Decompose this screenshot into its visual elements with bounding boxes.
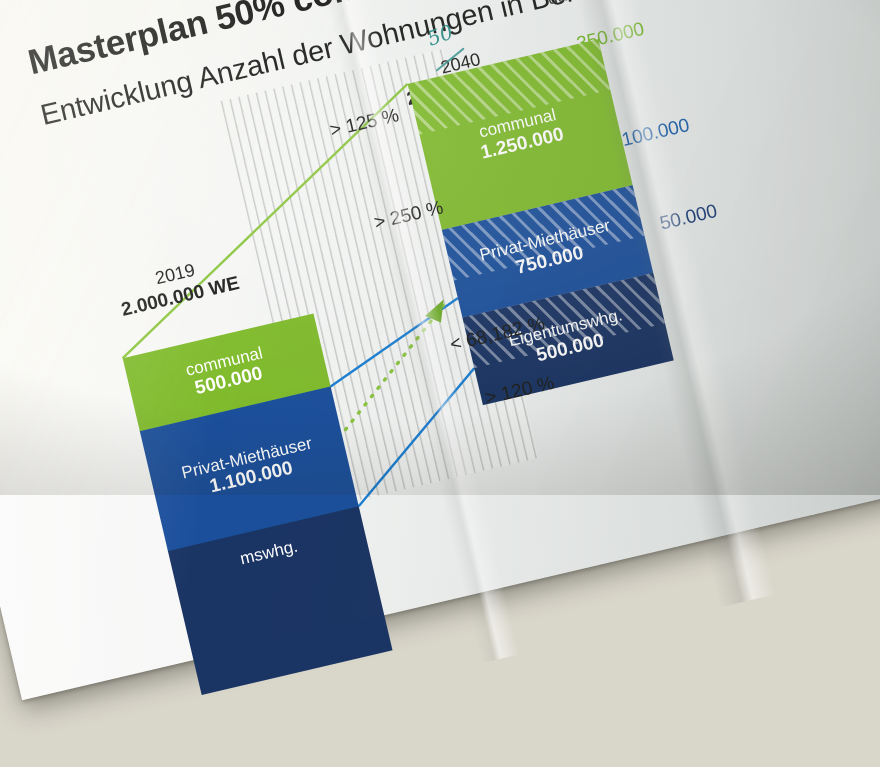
paper-sheet: Masterplan 50% comm Entwicklung Anzahl d… bbox=[0, 0, 880, 700]
paper-surface: Masterplan 50% comm Entwicklung Anzahl d… bbox=[0, 0, 880, 700]
bar-2040-eigentum-value: 500.000 bbox=[534, 329, 606, 366]
bar-2040-privat-value: 750.000 bbox=[513, 242, 586, 279]
bar-2019-eigentum-label: mswhg. bbox=[238, 536, 300, 569]
bar-2040-privat-label: Privat-Miethäuser bbox=[477, 215, 612, 265]
